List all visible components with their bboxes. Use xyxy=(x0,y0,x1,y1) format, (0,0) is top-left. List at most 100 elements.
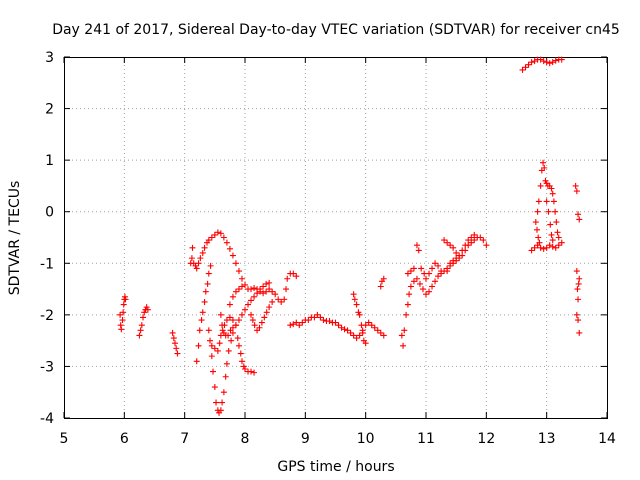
data-point xyxy=(377,283,384,290)
data-point xyxy=(208,234,215,241)
data-point xyxy=(117,322,124,329)
data-point xyxy=(199,249,206,256)
data-point xyxy=(462,242,469,249)
data-point xyxy=(225,332,232,339)
data-point xyxy=(141,309,148,316)
data-point xyxy=(238,358,245,365)
data-point xyxy=(418,265,425,272)
data-point xyxy=(543,198,550,205)
data-point xyxy=(537,56,544,63)
data-point xyxy=(444,268,451,275)
data-point xyxy=(248,368,255,375)
data-point xyxy=(528,59,535,66)
data-point xyxy=(548,185,555,192)
data-point xyxy=(573,311,580,318)
data-point xyxy=(553,219,560,226)
data-point xyxy=(575,280,582,287)
x-tick-label: 7 xyxy=(180,431,189,447)
data-point xyxy=(136,332,143,339)
data-point xyxy=(450,257,457,264)
data-point xyxy=(213,399,220,406)
data-point xyxy=(235,317,242,324)
data-point xyxy=(535,198,542,205)
data-point xyxy=(192,262,199,269)
data-point xyxy=(201,244,208,251)
x-tick-label: 11 xyxy=(417,431,435,447)
data-point xyxy=(249,317,256,324)
y-tick-label: 0 xyxy=(45,205,54,221)
data-point xyxy=(415,247,422,254)
data-point xyxy=(543,244,550,251)
data-point xyxy=(438,268,445,275)
data-point xyxy=(228,337,235,344)
data-point xyxy=(555,242,562,249)
data-point xyxy=(355,309,362,316)
data-point xyxy=(356,332,363,339)
data-point xyxy=(251,293,258,300)
data-point xyxy=(413,242,420,249)
data-point xyxy=(216,340,223,347)
data-point xyxy=(545,208,552,215)
data-point xyxy=(326,318,333,325)
data-point xyxy=(269,288,276,295)
data-point xyxy=(214,347,221,354)
data-point xyxy=(121,293,128,300)
data-point xyxy=(543,59,550,66)
data-point xyxy=(419,286,426,293)
x-tick-label: 10 xyxy=(357,431,375,447)
data-point xyxy=(261,314,268,321)
data-point xyxy=(242,281,248,288)
data-point xyxy=(465,237,472,244)
data-point xyxy=(332,319,339,326)
data-point xyxy=(365,319,372,326)
data-point xyxy=(251,369,258,376)
data-point xyxy=(546,242,553,249)
y-tick-label: -1 xyxy=(40,256,54,272)
x-tick-label: 9 xyxy=(301,431,310,447)
data-point xyxy=(193,265,200,272)
data-point xyxy=(573,268,580,275)
data-point xyxy=(202,288,209,295)
y-tick-label: -3 xyxy=(40,359,54,375)
x-tick-label: 12 xyxy=(477,431,495,447)
data-point xyxy=(407,268,414,275)
data-point xyxy=(534,208,541,215)
data-point xyxy=(210,368,217,375)
data-point xyxy=(358,322,365,329)
data-point xyxy=(528,247,535,254)
data-point xyxy=(229,324,236,331)
data-point xyxy=(196,327,203,334)
data-point xyxy=(248,311,255,318)
data-point xyxy=(217,407,224,414)
data-point xyxy=(311,314,318,321)
data-point xyxy=(552,244,559,251)
data-point xyxy=(542,177,549,184)
data-point xyxy=(406,291,413,298)
y-tick-label: -4 xyxy=(40,411,54,427)
data-point xyxy=(353,301,360,308)
y-tick-label: 3 xyxy=(45,50,54,66)
data-point xyxy=(205,327,212,334)
data-point xyxy=(222,373,229,380)
data-point xyxy=(401,327,408,334)
data-point xyxy=(260,290,267,297)
data-point xyxy=(229,252,236,259)
data-point xyxy=(225,347,232,354)
data-point xyxy=(400,342,407,349)
data-point xyxy=(235,286,242,293)
data-point xyxy=(576,329,583,336)
data-point xyxy=(248,286,255,293)
data-point xyxy=(483,242,490,249)
data-point xyxy=(426,270,433,277)
data-point xyxy=(120,309,127,316)
data-point xyxy=(410,265,417,272)
data-point xyxy=(272,291,279,298)
data-point xyxy=(204,280,211,287)
data-point xyxy=(554,229,561,236)
data-point xyxy=(299,319,306,326)
data-point xyxy=(232,260,239,267)
x-tick-label: 14 xyxy=(598,431,616,447)
data-point xyxy=(477,234,484,241)
data-point xyxy=(447,260,454,267)
